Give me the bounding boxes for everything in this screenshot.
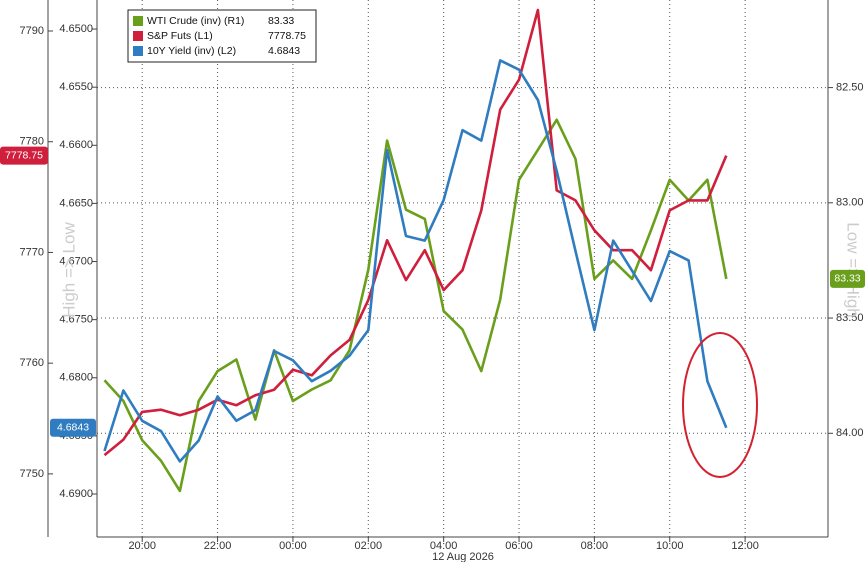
x-tick-label: 20:00 (128, 540, 156, 552)
y-tick-label: 4.6900 (59, 488, 93, 500)
last-value-label: 4.6843 (57, 422, 89, 434)
legend-value: 83.33 (268, 15, 294, 27)
y-tick-label: 7750 (20, 468, 44, 480)
y-tick-label: 83.00 (836, 197, 864, 209)
last-value-badge (830, 269, 865, 288)
x-tick-label: 08:00 (581, 540, 609, 552)
y-tick-label: 4.6750 (59, 314, 93, 326)
legend: WTI Crude (inv) (R1) 83.33 S&P Futs (L1) 77… (127, 9, 317, 63)
lines (103, 8, 728, 493)
badges: 83.33 7778.75 4.6843 (0, 146, 865, 437)
series-line (103, 59, 728, 463)
y-tick-label: 4.6500 (59, 23, 93, 35)
x-tick-label: 00:00 (279, 540, 307, 552)
y-tick-label: 82.50 (836, 81, 864, 93)
legend-value: 4.6843 (268, 45, 300, 57)
y-tick-label: 7790 (20, 25, 44, 37)
last-value-label: 7778.75 (5, 149, 43, 161)
y-tick-label: 4.6600 (59, 139, 93, 151)
last-value-badge (0, 146, 48, 165)
legend-swatch (133, 16, 143, 26)
legend-label: 10Y Yield (inv) (L2) (147, 45, 236, 57)
x-tick-label: 02:00 (355, 540, 383, 552)
y-tick-label: 7770 (20, 246, 44, 258)
legend-swatch (133, 46, 143, 56)
y-tick-label: 4.6800 (59, 372, 93, 384)
y-tick-label: 7780 (20, 136, 44, 148)
legend-box (127, 9, 317, 63)
last-value-label: 83.33 (834, 273, 860, 285)
y-tick-label: 4.6550 (59, 81, 93, 93)
legend-label: S&P Futs (L1) (147, 30, 213, 42)
x-tick-label: 10:00 (656, 540, 684, 552)
y-tick-label: 84.00 (836, 427, 864, 439)
x-tick-label: 04:00 (430, 540, 458, 552)
x-tick-label: 22:00 (204, 540, 232, 552)
series-line (103, 8, 728, 457)
legend-swatch (133, 31, 143, 41)
legend-label: WTI Crude (inv) (R1) (147, 15, 244, 27)
x-sublabel: 12 Aug 2026 (432, 551, 494, 562)
series-line (103, 118, 728, 493)
x-tick-label: 12:00 (731, 540, 759, 552)
x-tick-label: 06:00 (505, 540, 533, 552)
highlight-ellipse (682, 332, 758, 478)
legend-value: 7778.75 (268, 30, 306, 42)
y-tick-label: 4.6700 (59, 255, 93, 267)
last-value-badge (50, 418, 96, 437)
y-tick-label: 83.50 (836, 312, 864, 324)
y-tick-label: 7760 (20, 357, 44, 369)
y-tick-label: 4.6650 (59, 197, 93, 209)
axes: 20:00 22:00 00:00 02:00 04:00 06:00 08:00 10:00… (20, 0, 864, 552)
left-axis-title: High => Low (59, 222, 78, 318)
